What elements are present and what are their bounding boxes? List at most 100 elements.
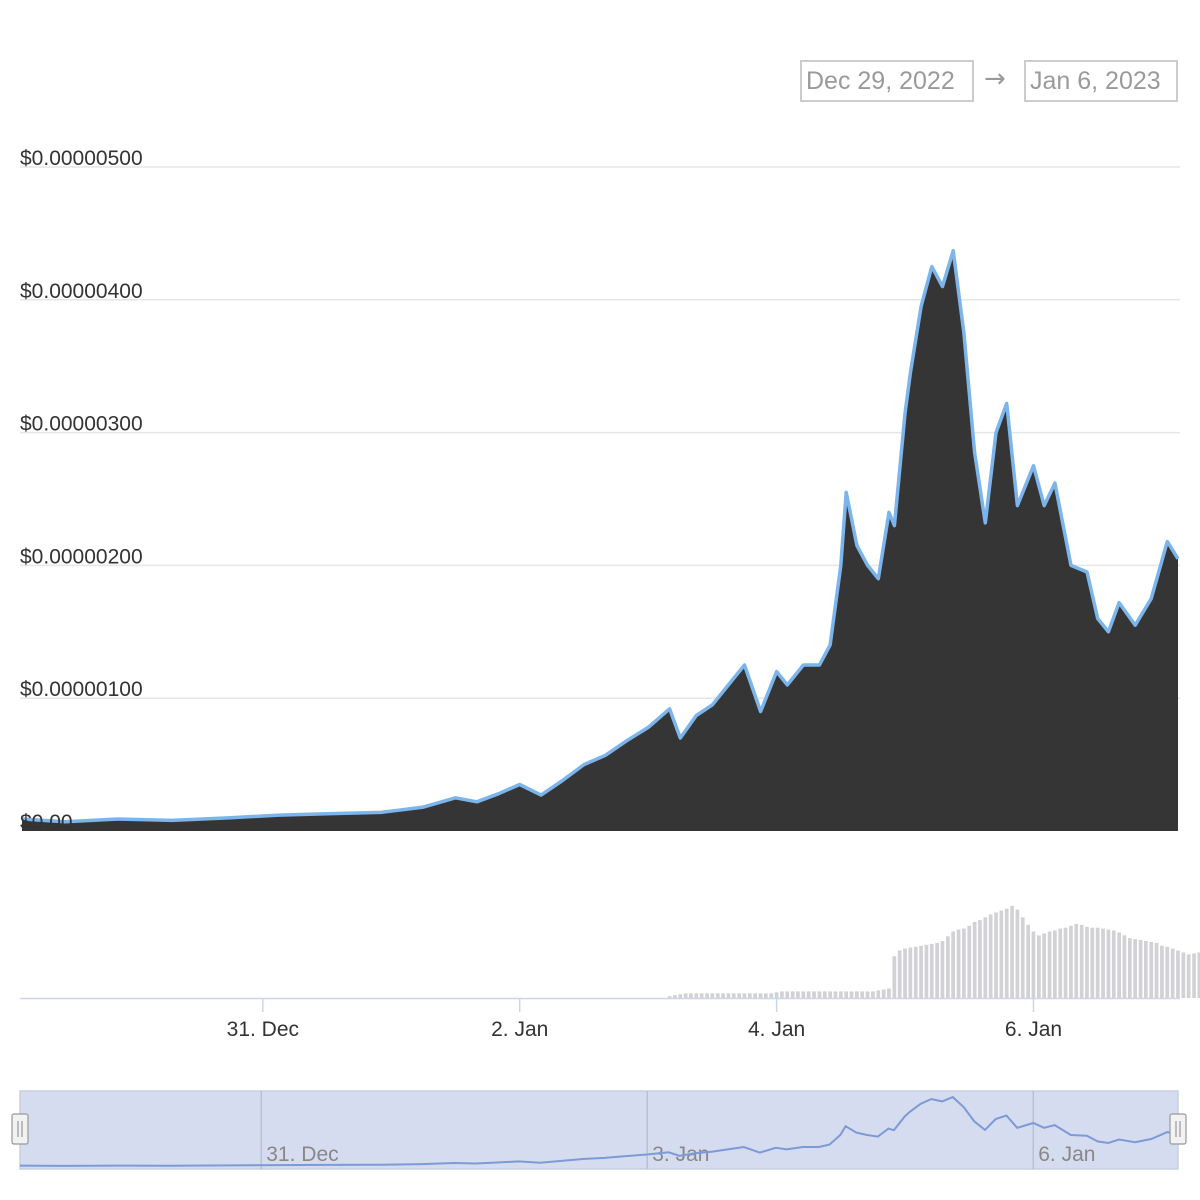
volume-bar (849, 991, 854, 999)
volume-bar (790, 991, 795, 999)
volume-bar (988, 914, 993, 998)
volume-bar (994, 912, 998, 998)
volume-bar (764, 993, 768, 999)
volume-bar (1144, 941, 1148, 998)
volume-bar (1079, 924, 1084, 999)
volume-bar (705, 993, 709, 999)
volume-bar (774, 992, 779, 998)
volume-bar (1181, 952, 1186, 998)
volume-bar (844, 991, 848, 999)
volume-bar (817, 991, 822, 999)
price-area (21, 248, 1180, 831)
volume-bar (913, 946, 918, 998)
volume-bar (1037, 935, 1041, 998)
volume-bar (940, 941, 945, 998)
x-tick-label: 4. Jan (748, 1018, 805, 1041)
volume-bar (860, 991, 865, 999)
volume-bar (855, 991, 859, 999)
volume-bar (1090, 927, 1095, 998)
navigator-tick-label: 3. Jan (652, 1143, 709, 1166)
volume-bar (753, 993, 757, 999)
handle-grip (11, 1113, 29, 1145)
y-tick-label: $0.00000400 (20, 280, 143, 303)
volume-bar (1020, 917, 1025, 999)
volume-bar (667, 996, 672, 998)
volume-bar (956, 929, 961, 998)
volume-bar (1095, 927, 1100, 998)
volume-bar (737, 993, 741, 999)
volume-bar (812, 991, 816, 999)
volume-bar (951, 931, 955, 998)
volume-bar (929, 943, 934, 998)
volume-bar (1004, 908, 1009, 998)
volume-bar (1031, 931, 1036, 998)
x-tick-label: 6. Jan (1005, 1018, 1062, 1041)
volume-bar (1170, 948, 1175, 998)
y-tick-label: $0.00000200 (20, 545, 143, 568)
volume-bar (1053, 930, 1057, 998)
volume-bar (1063, 927, 1068, 998)
volume-bar (689, 993, 693, 999)
volume-bar (1138, 940, 1143, 998)
volume-bar (796, 991, 800, 999)
volume-bar (999, 910, 1004, 998)
volume-bar (828, 991, 832, 999)
volume-bar (897, 950, 902, 998)
volume-bar (946, 936, 950, 999)
handle-grip (1169, 1113, 1187, 1145)
volume-bar (1165, 946, 1170, 998)
volume-bar (1101, 928, 1105, 998)
volume-bar (1186, 954, 1191, 998)
volume-bar (1074, 923, 1079, 998)
volume-bar (731, 993, 736, 999)
volume-bar (758, 993, 763, 999)
navigator[interactable]: 31. Dec 3. Jan 6. Jan (11, 1090, 1187, 1170)
date-from-input[interactable]: Dec 29, 2022 (800, 60, 974, 102)
volume-bar (908, 947, 913, 998)
volume-bar (865, 991, 870, 999)
volume-bar (978, 920, 982, 998)
volume-bar (780, 991, 784, 999)
x-axis: 31. Dec 2. Jan 4. Jan 6. Jan (20, 997, 1180, 1041)
volume-bar (1111, 930, 1116, 998)
volume-bar (673, 995, 677, 998)
volume-bar (967, 925, 972, 998)
volume-bar (1085, 926, 1089, 999)
volume-bar (710, 993, 715, 999)
volume-bar (726, 993, 731, 999)
volume-bar (1197, 952, 1200, 998)
volume-bar (1117, 932, 1121, 998)
y-axis-labels: $0.00 $0.00000100 $0.00000200 $0.00000300 $0… (20, 147, 143, 834)
volume-bar (833, 991, 838, 999)
volume-bar (699, 993, 704, 999)
navigator-left-handle[interactable] (11, 1113, 29, 1145)
date-to-input[interactable]: Jan 6, 2023 (1024, 60, 1178, 102)
volume-bars (667, 905, 1200, 999)
volume-bar (769, 993, 774, 999)
volume-bar (924, 944, 929, 998)
date-range-arrow: → (984, 64, 1006, 94)
volume-bar (1128, 938, 1132, 998)
volume-bar (678, 994, 683, 998)
volume-bar (881, 989, 886, 998)
volume-bar (785, 991, 790, 999)
volume-bar (694, 993, 699, 999)
volume-bar (983, 917, 988, 999)
volume-bar (903, 948, 907, 998)
navigator-right-handle[interactable] (1169, 1113, 1187, 1145)
volume-bar (715, 993, 720, 999)
y-tick-label: $0.00000100 (20, 678, 143, 701)
volume-bar (1160, 945, 1164, 999)
volume-bar (887, 988, 891, 998)
volume-bar (1015, 909, 1020, 998)
price-line (21, 248, 1180, 824)
volume-bar (748, 993, 752, 999)
volume-bar (1176, 950, 1180, 998)
volume-bar (1106, 929, 1111, 998)
volume-bar (935, 942, 939, 998)
volume-bar (1058, 928, 1063, 998)
volume-bar (962, 928, 966, 998)
volume-bar (822, 991, 827, 999)
volume-bar (1069, 925, 1073, 998)
